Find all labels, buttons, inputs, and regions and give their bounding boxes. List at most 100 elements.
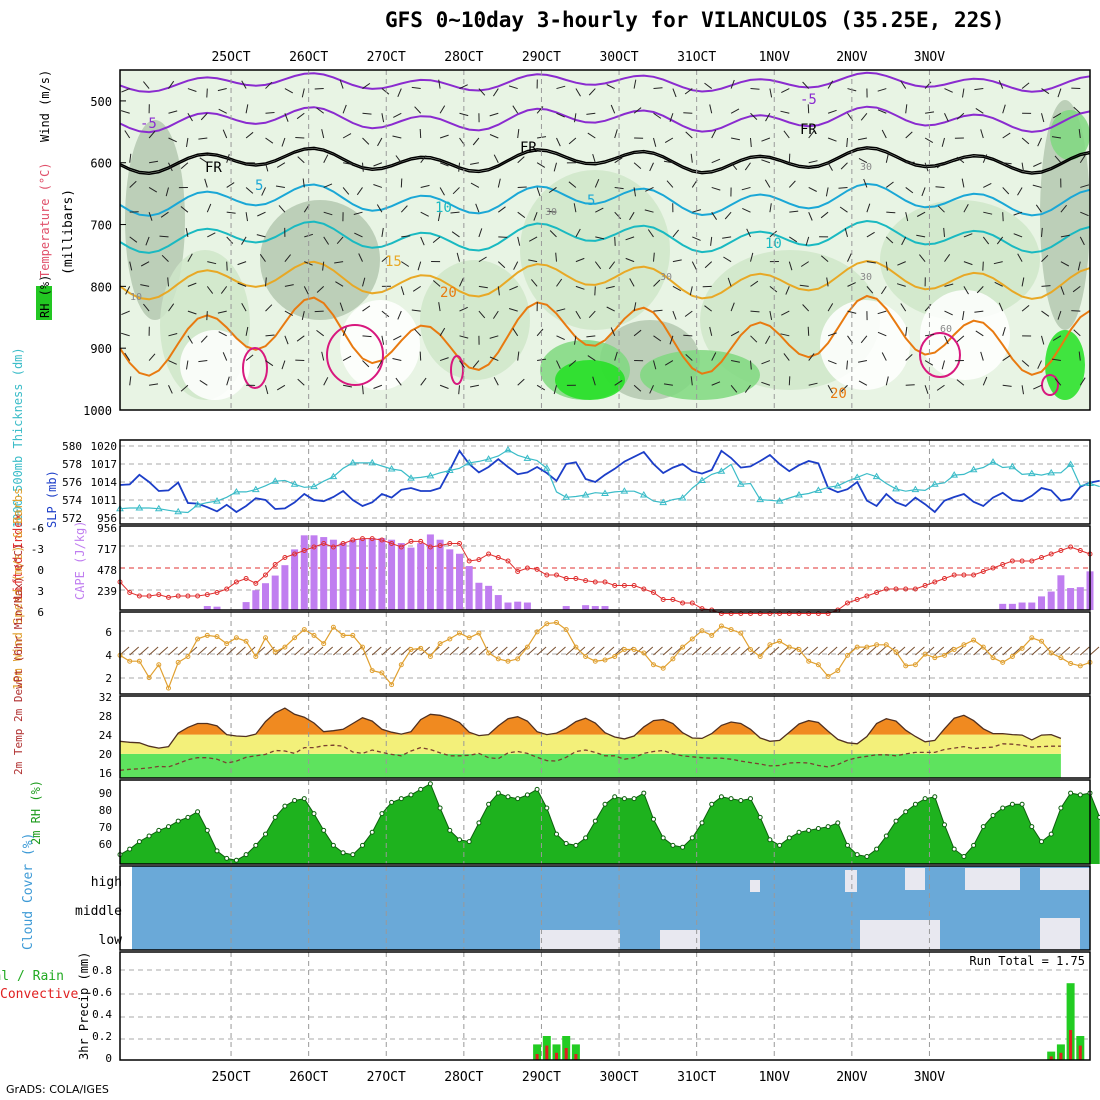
lifted-marker	[146, 593, 152, 599]
wind-barb	[356, 187, 363, 196]
ytick-label: 800	[90, 280, 112, 294]
wind-barb	[1021, 137, 1030, 145]
wind-marker	[398, 662, 404, 668]
wind-barb	[788, 180, 796, 188]
wind-barb	[956, 335, 965, 343]
wind-barb	[1079, 236, 1085, 246]
thickness-marker	[698, 476, 706, 483]
thickness-marker	[445, 466, 454, 474]
wind-barb	[439, 384, 449, 389]
wind-barb	[531, 279, 538, 287]
lifted-marker	[418, 538, 424, 544]
wind-barb	[633, 302, 637, 312]
wind-barb	[575, 310, 581, 320]
wind-barb	[245, 187, 254, 194]
rh2m-marker	[932, 794, 938, 800]
lifted-marker	[408, 538, 414, 544]
wind-barb	[536, 106, 544, 114]
wind-barb	[362, 277, 366, 287]
rh2m-marker	[156, 827, 162, 833]
wind-barb	[497, 178, 501, 188]
lifted-marker	[311, 544, 317, 550]
rh2m-marker	[136, 839, 142, 845]
wind-barb	[633, 79, 637, 89]
wind-barb	[265, 304, 273, 312]
wind-barb	[982, 261, 984, 271]
thickness-marker	[795, 491, 803, 498]
wind-barb	[1002, 355, 1011, 361]
wind-barb	[905, 131, 913, 139]
wind-barb	[827, 80, 834, 89]
wind-marker	[486, 650, 492, 656]
precip-total-bar	[533, 1044, 542, 1060]
wind-barb	[847, 282, 856, 287]
lifted-marker	[185, 593, 191, 599]
wind-marker	[544, 621, 550, 627]
cape-bar	[514, 601, 522, 610]
wind-barb	[186, 137, 189, 147]
wind-barb	[120, 110, 130, 114]
wind-marker	[728, 627, 734, 633]
wind-barb	[470, 384, 479, 388]
wind-barb	[342, 187, 350, 195]
wind-barb	[148, 212, 153, 221]
wind-barb	[168, 80, 175, 89]
wind-barb	[587, 132, 596, 139]
wind-barb	[1002, 104, 1006, 114]
wind-barb	[998, 80, 1004, 89]
wind-barb	[456, 252, 460, 262]
thickness-marker	[387, 465, 396, 472]
wind-barb	[470, 182, 480, 188]
wind-barb	[709, 326, 713, 336]
lifted-marker	[369, 536, 375, 542]
cape-bar	[582, 605, 590, 610]
wind-barb	[472, 360, 480, 368]
rh2m-marker	[360, 842, 365, 848]
wind-barb	[943, 227, 945, 237]
wind-marker	[689, 636, 695, 642]
wind-barb	[121, 88, 130, 93]
surface-wind-barb	[1041, 646, 1051, 656]
lifted-marker	[340, 541, 346, 546]
surface-wind-barb	[837, 646, 848, 656]
wind-barb	[148, 353, 156, 361]
cloud-gap	[905, 868, 925, 890]
contour-label: 30	[860, 162, 872, 173]
temp-contour-15	[119, 259, 1091, 301]
wind-barb	[342, 104, 347, 114]
thickness-marker	[368, 458, 377, 466]
wind-barb	[750, 137, 752, 148]
ytick-label-left: 574	[62, 494, 82, 507]
surface-wind-barb	[604, 646, 615, 656]
rh2m-marker	[903, 809, 909, 815]
lifted-index-line	[119, 538, 1091, 614]
wind-barb	[206, 88, 208, 98]
surface-wind-barb	[992, 646, 1003, 656]
rh2m-marker	[379, 811, 385, 817]
surface-wind-barb	[1002, 646, 1013, 656]
wind-barb	[724, 211, 732, 220]
wind-barb	[820, 211, 829, 219]
wind-marker	[563, 627, 569, 633]
wind-barb	[143, 303, 150, 312]
wind-barb	[610, 104, 616, 114]
surface-wind-barb	[672, 646, 683, 656]
cape-bar	[456, 553, 463, 610]
wind-barb	[691, 261, 697, 270]
wind-barb	[846, 137, 848, 148]
ytick-label: 0.4	[92, 1008, 112, 1021]
wind-barb	[489, 112, 499, 117]
lifted-marker	[942, 576, 947, 581]
wind-marker	[796, 646, 802, 652]
rh2m-marker	[922, 796, 928, 802]
rh2m-marker	[738, 798, 744, 804]
thickness-marker	[426, 471, 435, 479]
wind-barb	[217, 310, 227, 314]
cape-bar	[339, 542, 347, 610]
wind-barb	[420, 236, 425, 246]
lifted-marker	[961, 572, 967, 578]
wind-barb	[653, 309, 663, 312]
cape-bar	[378, 538, 386, 610]
cape-bar	[203, 606, 211, 610]
rh2m-marker	[806, 827, 812, 833]
